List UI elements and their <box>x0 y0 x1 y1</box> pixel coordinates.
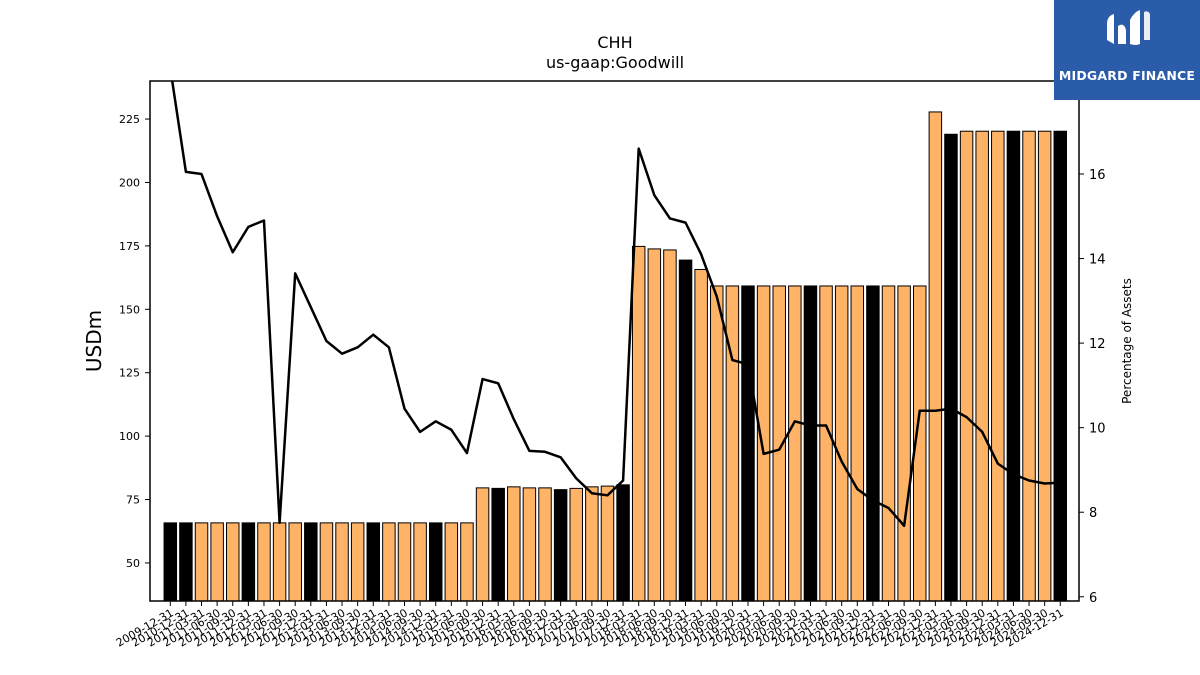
bar-2011-12-31 <box>241 522 256 601</box>
bar-2018-06-30 <box>647 248 662 601</box>
brand-name: MIDGARD FINANCE <box>1058 68 1196 83</box>
bar-2011-06-30 <box>210 522 224 601</box>
y2-tick-label: 12 <box>1089 337 1106 352</box>
bar-2021-06-30 <box>834 285 849 601</box>
bar-2016-09-30 <box>538 487 552 601</box>
bar-2019-03-31 <box>694 268 708 601</box>
bar-2022-09-30 <box>913 285 927 601</box>
bar-2024-12-31 <box>1053 130 1068 601</box>
bar-2019-09-30 <box>725 285 740 601</box>
bar-2013-06-30 <box>335 522 349 601</box>
bar-2018-12-31 <box>678 259 693 601</box>
bar-2015-03-31 <box>444 522 459 601</box>
bar-2024-03-31 <box>1006 130 1021 601</box>
bar-2013-03-31 <box>319 522 334 601</box>
bar-2016-06-30 <box>522 487 537 601</box>
y-tick-label: 125 <box>119 367 140 380</box>
y-tick-label: 100 <box>119 430 140 443</box>
bar-2013-12-31 <box>366 522 381 601</box>
y-tick-label: 50 <box>126 557 140 570</box>
bar-2017-06-30 <box>585 486 599 601</box>
y-tick-label: 150 <box>119 303 140 316</box>
y-tick-label: 225 <box>119 113 140 126</box>
bar-2010-12-31 <box>179 522 193 601</box>
percentage-line-series <box>170 81 1061 527</box>
bar-2013-09-30 <box>350 522 365 601</box>
brand-logo: MIDGARD FINANCE <box>1054 0 1200 100</box>
percentage-of-assets-line <box>170 81 1061 527</box>
y2-tick-label: 8 <box>1089 506 1097 521</box>
bar-2020-09-30 <box>788 285 802 601</box>
y2-tick-label: 16 <box>1089 168 1106 183</box>
bar-2023-09-30 <box>975 130 989 601</box>
bar-2017-12-31 <box>616 484 630 601</box>
bar-2020-06-30 <box>772 285 786 601</box>
bar-2012-12-31 <box>304 522 318 601</box>
bar-2018-09-30 <box>663 249 677 601</box>
bar-2019-12-31 <box>741 285 755 601</box>
bar-2017-09-30 <box>600 485 615 601</box>
bar-2020-03-31 <box>756 285 771 601</box>
y2-tick-label: 14 <box>1089 253 1106 268</box>
bar-2024-09-30 <box>1037 130 1052 601</box>
bar-2014-06-30 <box>397 522 412 601</box>
y2-tick-label: 6 <box>1089 591 1097 606</box>
y-tick-label: 175 <box>119 240 140 253</box>
bar-series <box>163 111 1068 601</box>
bar-2021-09-30 <box>850 285 865 601</box>
bar-2014-03-31 <box>382 522 396 601</box>
bar-2014-12-31 <box>428 522 443 601</box>
midgard-mark-icon <box>1107 10 1150 45</box>
bar-2023-06-30 <box>959 130 974 601</box>
y-axis-label: USDm <box>82 310 106 372</box>
plot-frame <box>149 80 1080 602</box>
bar-2016-03-31 <box>507 486 521 601</box>
bar-2016-12-31 <box>553 489 568 601</box>
bar-2011-03-31 <box>194 522 209 601</box>
bar-2018-03-31 <box>631 245 646 601</box>
bar-2019-06-30 <box>710 285 724 601</box>
y2-axis-label: Percentage of Assets <box>1120 278 1134 404</box>
bar-2022-06-30 <box>897 285 911 601</box>
bar-2009-12-31 <box>163 522 178 601</box>
bar-2015-09-30 <box>475 487 490 601</box>
bar-2012-06-30 <box>272 522 287 601</box>
chart-title: CHH <box>597 33 632 52</box>
bar-2014-09-30 <box>413 522 427 601</box>
bar-2021-03-31 <box>819 285 833 601</box>
y2-tick-label: 10 <box>1089 422 1106 437</box>
bar-2023-12-31 <box>991 130 1005 601</box>
bar-2012-03-31 <box>257 522 271 601</box>
bar-2022-12-31 <box>928 111 943 601</box>
bar-2015-12-31 <box>491 487 505 601</box>
bar-2011-09-30 <box>226 522 240 601</box>
bar-2020-12-31 <box>803 285 818 601</box>
bar-2024-06-30 <box>1022 130 1036 601</box>
bar-2023-03-31 <box>944 133 958 601</box>
axes: 507510012515017520022568101214162009-12-… <box>114 80 1106 650</box>
y-tick-label: 200 <box>119 176 140 189</box>
y-tick-label: 75 <box>126 494 140 507</box>
bar-2015-06-30 <box>460 522 474 601</box>
chart-subtitle: us-gaap:Goodwill <box>546 53 684 72</box>
bar-2021-12-31 <box>866 285 880 601</box>
bar-2022-03-31 <box>881 285 896 601</box>
bar-2012-09-30 <box>288 522 302 601</box>
bar-2017-03-31 <box>569 487 583 601</box>
